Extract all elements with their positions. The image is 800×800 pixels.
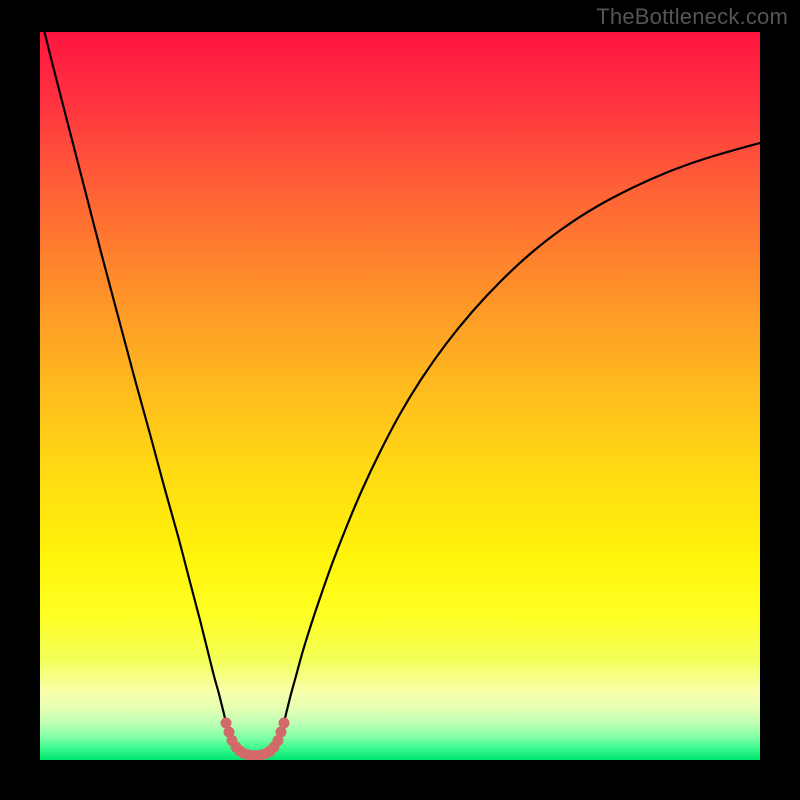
- chart-container: TheBottleneck.com: [0, 0, 800, 800]
- marker-dot: [279, 718, 290, 729]
- bottleneck-chart: [0, 0, 800, 800]
- gradient-background: [40, 32, 760, 760]
- watermark-text: TheBottleneck.com: [596, 4, 788, 30]
